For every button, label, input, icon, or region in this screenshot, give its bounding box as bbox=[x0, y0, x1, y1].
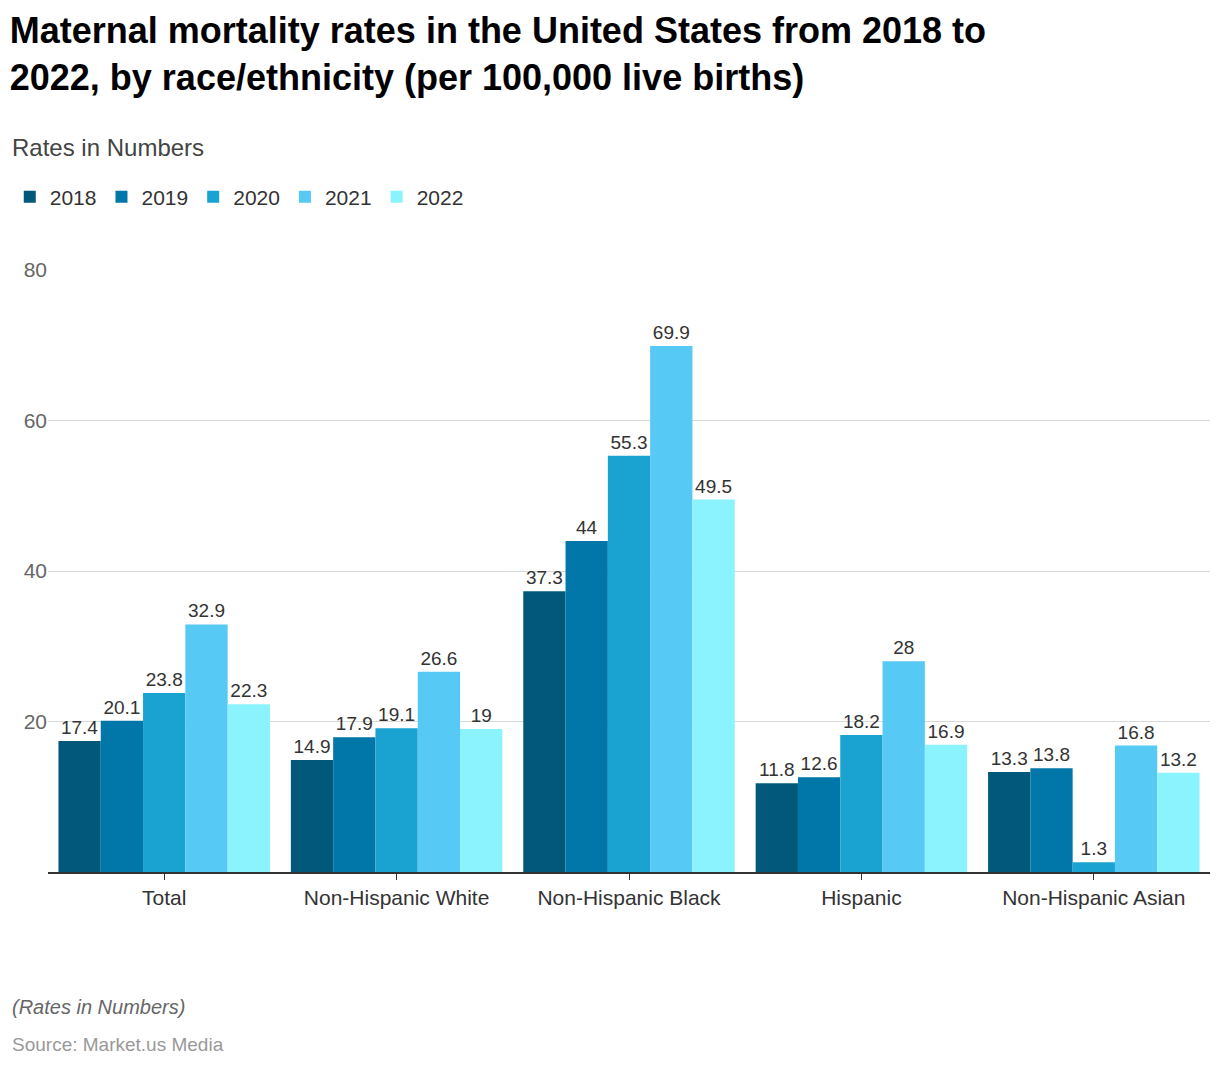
svg-text:16.8: 16.8 bbox=[1118, 722, 1155, 743]
svg-text:Non-Hispanic Black: Non-Hispanic Black bbox=[537, 886, 721, 909]
svg-text:49.5: 49.5 bbox=[695, 476, 732, 497]
svg-text:1.3: 1.3 bbox=[1081, 838, 1107, 859]
svg-text:2018: 2018 bbox=[50, 186, 97, 209]
svg-text:28: 28 bbox=[893, 637, 914, 658]
svg-text:32.9: 32.9 bbox=[188, 600, 225, 621]
svg-text:14.9: 14.9 bbox=[294, 736, 331, 757]
svg-text:80: 80 bbox=[24, 258, 47, 281]
svg-text:13.3: 13.3 bbox=[991, 748, 1028, 769]
svg-text:22.3: 22.3 bbox=[230, 680, 267, 701]
svg-text:17.4: 17.4 bbox=[61, 717, 98, 738]
svg-text:19: 19 bbox=[471, 705, 492, 726]
svg-text:12.6: 12.6 bbox=[801, 753, 838, 774]
svg-text:2020: 2020 bbox=[233, 186, 280, 209]
svg-text:55.3: 55.3 bbox=[611, 432, 648, 453]
svg-text:11.8: 11.8 bbox=[759, 759, 795, 780]
svg-text:13.8: 13.8 bbox=[1033, 744, 1070, 765]
svg-text:23.8: 23.8 bbox=[146, 669, 183, 690]
svg-text:2022: 2022 bbox=[417, 186, 464, 209]
svg-text:20.1: 20.1 bbox=[103, 697, 140, 718]
svg-text:Non-Hispanic White: Non-Hispanic White bbox=[304, 886, 490, 909]
svg-text:2021: 2021 bbox=[325, 186, 372, 209]
svg-text:18.2: 18.2 bbox=[843, 711, 880, 732]
svg-text:Source: Market.us Media: Source: Market.us Media bbox=[12, 1034, 224, 1055]
svg-text:2019: 2019 bbox=[141, 186, 188, 209]
svg-text:Hispanic: Hispanic bbox=[821, 886, 902, 909]
svg-text:(Rates in Numbers): (Rates in Numbers) bbox=[12, 996, 185, 1018]
svg-text:17.9: 17.9 bbox=[336, 713, 373, 734]
svg-text:19.1: 19.1 bbox=[378, 704, 415, 725]
svg-text:Total: Total bbox=[142, 886, 186, 909]
svg-text:69.9: 69.9 bbox=[653, 322, 690, 343]
svg-text:44: 44 bbox=[576, 517, 598, 538]
svg-text:40: 40 bbox=[24, 559, 47, 582]
svg-text:Maternal mortality rates in th: Maternal mortality rates in the United S… bbox=[10, 10, 986, 98]
svg-text:16.9: 16.9 bbox=[928, 721, 965, 742]
svg-text:Non-Hispanic Asian: Non-Hispanic Asian bbox=[1002, 886, 1185, 909]
svg-text:60: 60 bbox=[24, 409, 47, 432]
svg-text:Rates in Numbers: Rates in Numbers bbox=[12, 134, 204, 161]
svg-text:26.6: 26.6 bbox=[420, 648, 457, 669]
svg-text:37.3: 37.3 bbox=[526, 567, 563, 588]
svg-text:20: 20 bbox=[24, 710, 47, 733]
svg-text:13.2: 13.2 bbox=[1160, 749, 1197, 770]
